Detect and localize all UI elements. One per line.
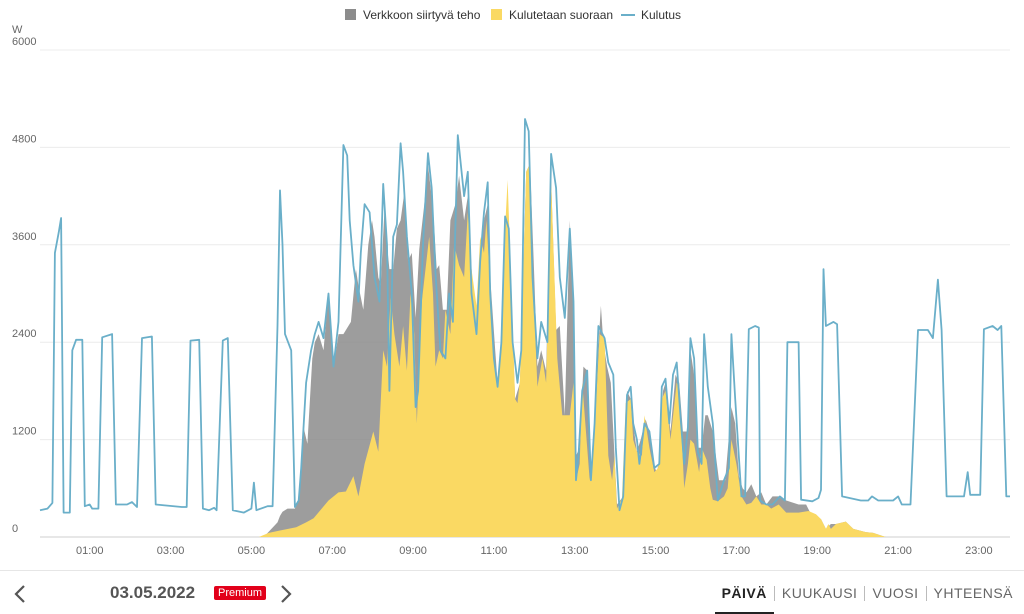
current-date: 03.05.2022 xyxy=(110,583,196,602)
period-tabs: PÄIVÄ KUUKAUSI VUOSI YHTEENSÄ xyxy=(714,585,1020,614)
series-consumption-line xyxy=(39,118,1010,514)
x-tick-label: 05:00 xyxy=(238,545,266,557)
tab-month[interactable]: KUUKAUSI xyxy=(781,585,858,601)
premium-badge: Premium xyxy=(214,586,267,600)
x-tick-label: 19:00 xyxy=(803,545,831,557)
x-tick-label: 11:00 xyxy=(481,545,508,557)
x-tick-label: 01:00 xyxy=(76,545,104,557)
legend-swatch xyxy=(345,9,356,20)
y-tick-label: 4800 xyxy=(12,133,36,145)
legend: Verkkoon siirtyvä teho Kulutetaan suoraan… xyxy=(345,8,681,22)
x-tick-label: 07:00 xyxy=(318,545,346,557)
tab-divider xyxy=(773,585,775,601)
x-tick-label: 23:00 xyxy=(965,545,993,557)
energy-chart: 0 1200 2400 3600 4800 6000 01:00 03:00 05:00 07:… xyxy=(12,8,1010,557)
line-series xyxy=(39,118,1010,514)
legend-label[interactable]: Verkkoon siirtyvä teho xyxy=(363,8,481,22)
next-day-arrow-icon[interactable] xyxy=(272,581,298,607)
tab-divider xyxy=(925,585,927,601)
tab-year[interactable]: VUOSI xyxy=(872,585,919,601)
series-direct-consumption-area xyxy=(40,163,1010,537)
prev-day-arrow-icon[interactable] xyxy=(8,581,34,607)
y-axis-unit: W xyxy=(12,24,23,36)
x-tick-label: 13:00 xyxy=(561,545,589,557)
y-tick-label: 3600 xyxy=(12,231,36,243)
x-tick-label: 17:00 xyxy=(723,545,751,557)
legend-label[interactable]: Kulutetaan suoraan xyxy=(509,8,613,22)
tab-total[interactable]: YHTEENSÄ xyxy=(933,585,1013,601)
footer-bar: 03.05.2022 Premium PÄIVÄ KUUKAUSI VUOSI … xyxy=(0,570,1024,614)
y-tick-label: 2400 xyxy=(12,328,36,340)
y-tick-label: 1200 xyxy=(12,426,36,438)
area-series xyxy=(40,163,1010,537)
y-axis: 0 1200 2400 3600 4800 6000 xyxy=(12,36,36,535)
legend-label[interactable]: Kulutus xyxy=(641,8,681,22)
tab-divider xyxy=(864,585,866,601)
y-tick-label: 6000 xyxy=(12,36,36,48)
x-tick-label: 03:00 xyxy=(157,545,185,557)
x-tick-label: 09:00 xyxy=(399,545,427,557)
x-axis: 01:00 03:00 05:00 07:00 09:00 11:00 13:00 15:00… xyxy=(76,545,993,557)
tab-day[interactable]: PÄIVÄ xyxy=(714,585,775,614)
y-tick-label: 0 xyxy=(12,523,18,535)
x-tick-label: 15:00 xyxy=(642,545,670,557)
x-tick-label: 21:00 xyxy=(884,545,912,557)
legend-swatch xyxy=(491,9,502,20)
